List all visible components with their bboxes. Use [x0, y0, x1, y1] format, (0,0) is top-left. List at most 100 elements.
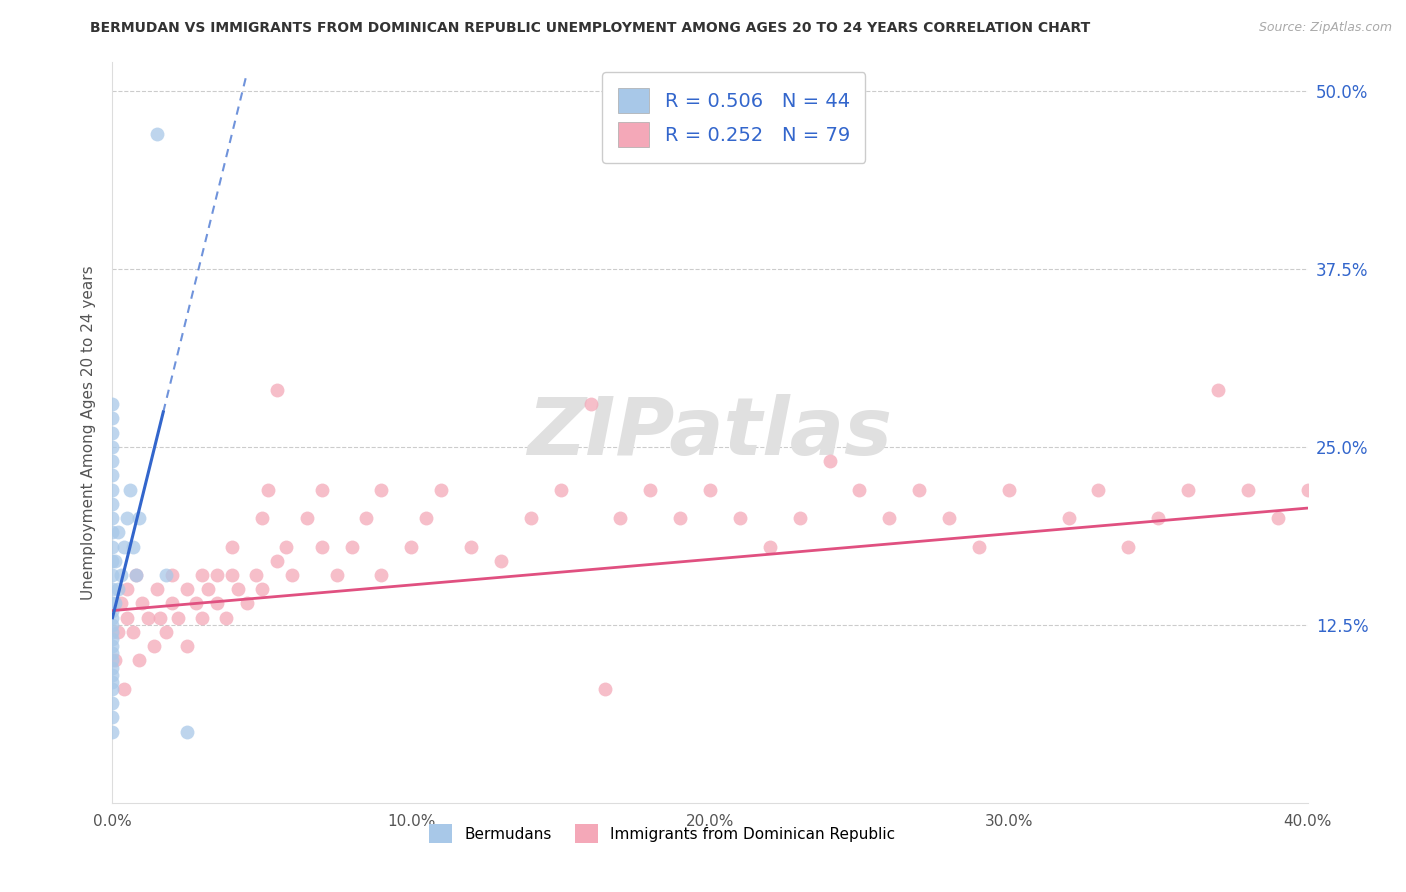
Point: [356, 511, 378, 525]
Point: [101, 411, 124, 425]
Point: [101, 582, 124, 597]
Point: [669, 511, 692, 525]
Y-axis label: Unemployment Among Ages 20 to 24 years: Unemployment Among Ages 20 to 24 years: [80, 265, 96, 600]
Point: [550, 483, 572, 497]
Point: [489, 554, 512, 568]
Point: [107, 624, 129, 639]
Point: [149, 610, 172, 624]
Point: [215, 610, 238, 624]
Point: [848, 483, 870, 497]
Point: [101, 397, 124, 411]
Point: [266, 554, 288, 568]
Point: [1237, 483, 1260, 497]
Point: [226, 582, 249, 597]
Point: [101, 632, 124, 646]
Point: [101, 483, 124, 497]
Point: [430, 483, 453, 497]
Point: [101, 610, 124, 624]
Point: [1087, 483, 1109, 497]
Point: [101, 710, 124, 724]
Point: [101, 554, 124, 568]
Point: [274, 540, 297, 554]
Point: [101, 674, 124, 689]
Point: [138, 610, 160, 624]
Point: [908, 483, 931, 497]
Point: [1206, 383, 1229, 397]
Point: [101, 597, 124, 611]
Point: [257, 483, 280, 497]
Point: [101, 540, 124, 554]
Point: [370, 483, 392, 497]
Point: [699, 483, 721, 497]
Point: [1118, 540, 1140, 554]
Point: [101, 468, 124, 483]
Point: [107, 525, 129, 540]
Point: [176, 724, 198, 739]
Point: [101, 568, 124, 582]
Point: [122, 540, 145, 554]
Point: [101, 497, 124, 511]
Point: [728, 511, 751, 525]
Point: [101, 511, 124, 525]
Point: [143, 639, 166, 653]
Point: [101, 646, 124, 660]
Point: [107, 582, 129, 597]
Text: ZIPatlas: ZIPatlas: [527, 393, 893, 472]
Point: [128, 653, 150, 667]
Point: [1177, 483, 1199, 497]
Point: [295, 511, 318, 525]
Point: [250, 511, 273, 525]
Point: [122, 624, 145, 639]
Point: [131, 597, 153, 611]
Point: [101, 624, 124, 639]
Point: [311, 483, 333, 497]
Point: [125, 568, 148, 582]
Point: [162, 568, 183, 582]
Point: [101, 617, 124, 632]
Point: [110, 568, 132, 582]
Point: [110, 597, 132, 611]
Point: [101, 696, 124, 710]
Point: [1057, 511, 1080, 525]
Point: [1147, 511, 1170, 525]
Point: [167, 610, 190, 624]
Point: [266, 383, 288, 397]
Point: [101, 724, 124, 739]
Point: [125, 568, 148, 582]
Point: [101, 525, 124, 540]
Point: [221, 540, 243, 554]
Point: [155, 568, 177, 582]
Point: [1267, 511, 1289, 525]
Point: [460, 540, 482, 554]
Point: [340, 540, 363, 554]
Point: [609, 511, 631, 525]
Point: [1296, 483, 1319, 497]
Point: [146, 582, 169, 597]
Point: [191, 610, 214, 624]
Point: [579, 397, 602, 411]
Point: [759, 540, 782, 554]
Point: [520, 511, 543, 525]
Point: [595, 681, 617, 696]
Point: [176, 639, 198, 653]
Point: [205, 568, 228, 582]
Legend: Bermudans, Immigrants from Dominican Republic: Bermudans, Immigrants from Dominican Rep…: [422, 817, 903, 851]
Point: [789, 511, 811, 525]
Point: [117, 511, 139, 525]
Point: [325, 568, 347, 582]
Point: [640, 483, 662, 497]
Point: [311, 540, 333, 554]
Point: [128, 511, 150, 525]
Point: [818, 454, 841, 468]
Point: [101, 604, 124, 618]
Point: [191, 568, 214, 582]
Point: [197, 582, 219, 597]
Point: [101, 440, 124, 454]
Point: [938, 511, 960, 525]
Point: [117, 582, 139, 597]
Point: [401, 540, 423, 554]
Point: [162, 597, 183, 611]
Point: [101, 660, 124, 674]
Point: [146, 127, 169, 141]
Point: [104, 653, 127, 667]
